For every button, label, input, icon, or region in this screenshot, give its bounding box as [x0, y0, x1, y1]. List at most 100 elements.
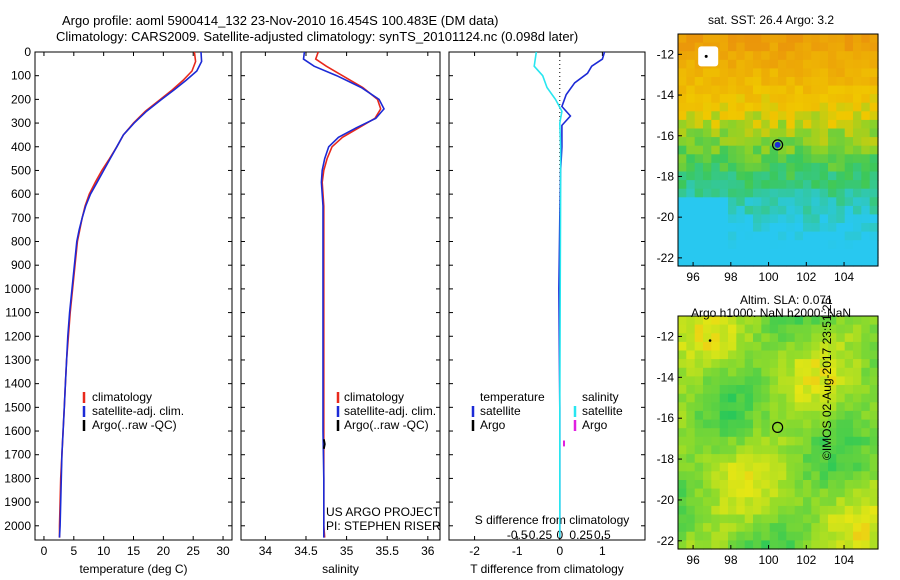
sst-map-cell — [794, 68, 804, 78]
sst-map-cell — [819, 197, 829, 207]
sla-map-cell — [853, 359, 862, 369]
sst-map-cell — [769, 34, 779, 44]
sst-map-cell — [719, 171, 729, 181]
sst-map-cell — [778, 240, 787, 250]
sst-map-cell — [836, 85, 846, 95]
sst-map-cell — [728, 34, 737, 44]
difference-x2tick-label: 0.5 — [594, 528, 611, 542]
sla-map-cell — [803, 523, 812, 533]
sst-map-cell — [811, 119, 821, 130]
sst-map-xtick-label: 100 — [759, 270, 779, 284]
sla-map-cell — [711, 480, 721, 490]
sst-map-cell — [794, 180, 804, 190]
sst-map-cell — [736, 248, 746, 258]
sst-map-cell — [694, 119, 704, 130]
sst-map-cell — [678, 257, 687, 267]
sla-map-cell — [794, 523, 804, 533]
sst-map-cell — [686, 171, 696, 181]
sla-map-cell — [744, 376, 754, 386]
sst-map-cell — [794, 137, 804, 147]
sst-map-cell — [811, 94, 821, 104]
sla-map-cell — [811, 471, 821, 481]
sst-map-cell — [753, 59, 762, 69]
sla-map-cell — [853, 523, 862, 533]
sla-map-cell — [828, 316, 837, 326]
sst-map-cell — [861, 68, 871, 78]
sst-map-cell — [819, 102, 829, 112]
sla-map-cell — [786, 402, 796, 412]
sla-map-cell — [761, 497, 771, 507]
sst-map-cell — [828, 137, 837, 147]
sla-map-cell — [844, 359, 854, 369]
sst-map-cell — [678, 128, 687, 138]
sst-map-cell — [811, 188, 821, 198]
sst-map-cell — [861, 197, 871, 207]
sla-map-cell — [794, 376, 804, 386]
sst-map-cell — [694, 231, 704, 241]
sla-map-cell — [819, 402, 829, 412]
sst-map-cell — [853, 111, 862, 121]
sla-map-cell — [778, 333, 787, 343]
sla-map-cell — [869, 359, 879, 369]
sla-map-cell — [711, 428, 721, 438]
sla-map-cell — [861, 376, 871, 386]
sla-map-cell — [686, 454, 696, 464]
sla-map-cell — [786, 393, 796, 403]
sst-map-cell — [769, 111, 779, 121]
legend-diff-t-argo: Argo — [480, 418, 506, 432]
sst-map-cell — [836, 171, 846, 181]
sst-map-cell — [869, 171, 879, 181]
sst-map-cell — [719, 231, 729, 241]
sla-map-cell — [744, 480, 754, 490]
sla-map-cell — [686, 333, 696, 343]
sla-map-cell — [736, 393, 746, 403]
sst-map-cell — [786, 51, 796, 61]
sst-map-cell — [794, 240, 804, 250]
sla-map-cell — [744, 359, 754, 369]
sst-map-cell — [703, 240, 712, 250]
plot-title-line1: Argo profile: aoml 5900414_132 23-Nov-20… — [62, 13, 499, 28]
sst-map-cell — [736, 42, 746, 52]
sla-map-cell — [728, 367, 737, 377]
sla-map-cell — [686, 402, 696, 412]
sst-map-cell — [744, 205, 754, 216]
sst-map-cell — [819, 154, 829, 164]
sst-map-cell — [786, 102, 796, 112]
sst-map-cell — [728, 171, 737, 181]
sst-map-cell — [744, 102, 754, 112]
sst-map-cell — [703, 223, 712, 233]
sla-map-cell — [861, 402, 871, 412]
legend-sal-argo: Argo(..raw -QC) — [344, 418, 429, 432]
sst-map-cell — [728, 51, 737, 61]
sst-map-cell — [794, 154, 804, 164]
sst-map-cell — [828, 94, 837, 104]
sla-map-cell — [778, 497, 787, 507]
sla-map-cell — [744, 324, 754, 334]
sla-map-cell — [728, 436, 737, 446]
sst-map-cell — [803, 162, 812, 173]
sla-map-cell — [794, 445, 804, 455]
sla-map-cell — [803, 333, 812, 343]
sst-map-cell — [844, 145, 854, 155]
sst-map-cell — [819, 214, 829, 224]
sst-map-cell — [728, 119, 737, 130]
sst-map-cell — [736, 59, 746, 69]
sla-map-cell — [828, 514, 837, 524]
difference-x2tick-label: 0.25 — [569, 528, 593, 542]
sla-map-cell — [786, 333, 796, 343]
sla-map-cell — [778, 324, 787, 334]
sst-map-cell — [678, 145, 687, 155]
sla-map-cell — [736, 531, 746, 541]
sla-map-cell — [786, 514, 796, 524]
sla-map-cell — [778, 505, 787, 516]
sla-map-cell — [728, 540, 737, 550]
sla-map-cell — [719, 436, 729, 446]
sst-map-cell — [719, 59, 729, 69]
sla-map-cell — [761, 385, 771, 395]
sst-map-cell — [803, 51, 812, 61]
sst-map-cell — [711, 85, 721, 95]
sla-map-ytick-label: -16 — [657, 411, 675, 425]
sst-map-cell — [853, 162, 862, 173]
sla-map-cell — [853, 514, 862, 524]
sla-map-cell — [786, 454, 796, 464]
